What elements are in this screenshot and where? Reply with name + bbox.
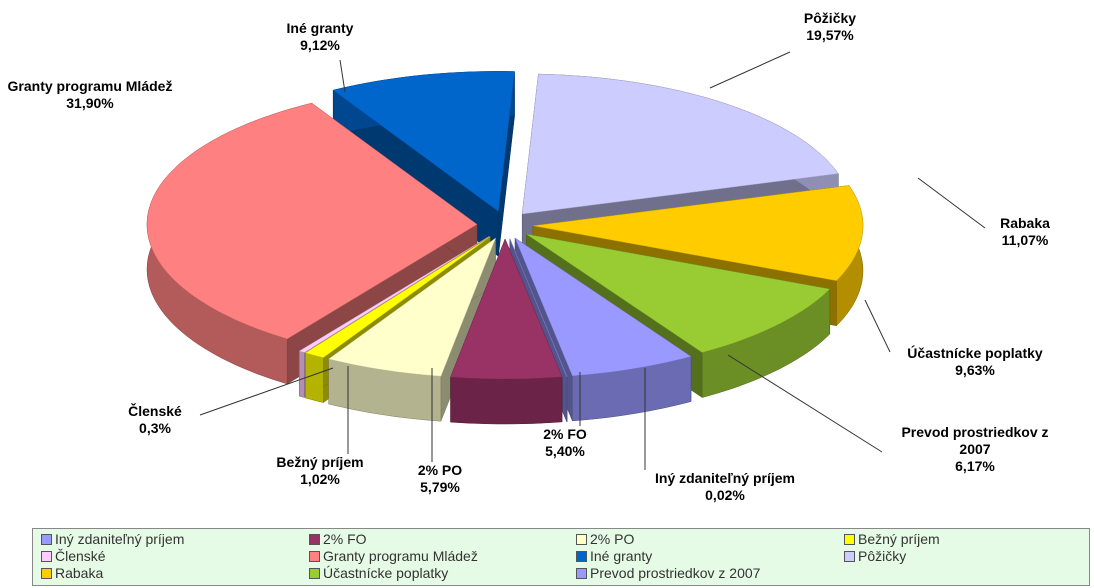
legend-swatch	[844, 533, 855, 545]
label-name: 2% PO	[417, 462, 463, 478]
legend-item: 2% PO	[576, 531, 634, 547]
legend-item: Rabaka	[41, 565, 103, 581]
slice-side	[299, 350, 305, 398]
slice-top	[526, 233, 831, 353]
slice-top	[450, 238, 563, 380]
slice	[328, 237, 497, 422]
data-label: Účastnícke poplatky 9,63%	[880, 345, 1070, 379]
legend-text: Bežný príjem	[858, 531, 940, 547]
label-value: 19,57%	[806, 27, 854, 43]
label-value: 9,12%	[300, 37, 340, 53]
legend-item: Iný zdaniteľný príjem	[41, 531, 184, 547]
legend-text: Členské	[55, 548, 106, 564]
legend-swatch	[576, 567, 587, 579]
legend-text: Granty programu Mládež	[323, 548, 478, 564]
leader-line	[709, 51, 791, 89]
leader-line	[339, 59, 346, 93]
leader-line	[727, 354, 883, 453]
leader-line	[199, 367, 334, 416]
legend-swatch	[41, 550, 52, 562]
legend-text: Pôžičky	[858, 548, 907, 564]
label-value: 0,02%	[705, 487, 745, 503]
data-label: Bežný príjem 1,02%	[255, 454, 385, 488]
label-name: Pôžičky	[803, 10, 857, 26]
data-label: Granty programu Mládež 31,90%	[5, 78, 175, 112]
data-label: Pôžičky 19,57%	[775, 10, 885, 44]
slice-top	[304, 236, 491, 358]
legend-item: Bežný príjem	[844, 531, 940, 547]
legend-swatch	[576, 533, 587, 545]
label-value: 5,40%	[545, 443, 585, 459]
leader-line	[864, 299, 891, 353]
legend-text: Iné granty	[590, 548, 653, 564]
slice-top	[298, 236, 490, 353]
legend-text: 2% PO	[590, 531, 635, 547]
legend-text: Iný zdaniteľný príjem	[55, 531, 185, 547]
label-name: Rabaka	[1000, 215, 1050, 231]
label-name: Iné granty	[286, 20, 354, 36]
label-value: 1,02%	[300, 471, 340, 487]
legend-item: 2% FO	[309, 531, 367, 547]
pie-area	[146, 51, 986, 470]
legend-item: Granty programu Mládež	[309, 548, 478, 564]
legend: Iný zdaniteľný príjem 2% FO 2% PO Bežný prí…	[32, 528, 1090, 586]
slice-top	[146, 102, 478, 340]
legend-swatch	[576, 550, 587, 562]
data-label: 2% FO 5,40%	[525, 426, 605, 460]
label-value: 0,3%	[139, 420, 171, 436]
legend-item: Účastnícke poplatky	[309, 565, 448, 581]
slice-top	[521, 73, 839, 215]
slice-side	[450, 376, 563, 425]
label-name: 2% FO	[543, 426, 587, 442]
legend-swatch	[41, 533, 52, 545]
label-name: Granty programu Mládež	[7, 78, 173, 94]
label-value: 11,07%	[1001, 232, 1049, 248]
label-name: Prevod prostriedkov z 2007	[901, 424, 1049, 457]
data-label: Iné granty 9,12%	[265, 20, 375, 54]
slice-top	[514, 237, 692, 377]
slice-top	[328, 237, 497, 377]
legend-swatch	[309, 533, 320, 545]
legend-text: Prevod prostriedkov z 2007	[590, 565, 761, 581]
legend-swatch	[309, 550, 320, 562]
label-name: Účastnícke poplatky	[907, 345, 1043, 361]
data-label: Rabaka 11,07%	[980, 215, 1070, 249]
label-name: Iný zdaniteľný príjem	[655, 470, 795, 486]
label-value: 9,63%	[955, 362, 995, 378]
legend-swatch	[309, 567, 320, 579]
slice-side	[305, 352, 324, 403]
slice-top	[509, 238, 568, 377]
legend-swatch	[844, 550, 855, 562]
legend-item: Iné granty	[576, 548, 652, 564]
legend-item: Prevod prostriedkov z 2007	[576, 565, 760, 581]
slice-top	[332, 71, 515, 212]
leader-line	[917, 177, 986, 229]
data-label: Členské 0,3%	[105, 403, 205, 437]
data-label: Iný zdaniteľný príjem 0,02%	[615, 470, 835, 504]
label-name: Členské	[128, 403, 182, 419]
legend-text: 2% FO	[323, 531, 367, 547]
label-value: 31,90%	[66, 95, 114, 111]
data-label: 2% PO 5,79%	[400, 462, 480, 496]
slice-top	[532, 185, 864, 281]
label-name: Bežný príjem	[276, 454, 364, 470]
label-value: 6,17%	[955, 458, 995, 474]
legend-text: Účastnícke poplatky	[323, 565, 449, 581]
legend-item: Pôžičky	[844, 548, 906, 564]
slice	[450, 238, 563, 425]
data-label: Prevod prostriedkov z 2007 6,17%	[885, 424, 1065, 475]
legend-swatch	[41, 567, 52, 579]
legend-item: Členské	[41, 548, 106, 564]
label-value: 5,79%	[420, 479, 460, 495]
legend-text: Rabaka	[55, 565, 104, 581]
